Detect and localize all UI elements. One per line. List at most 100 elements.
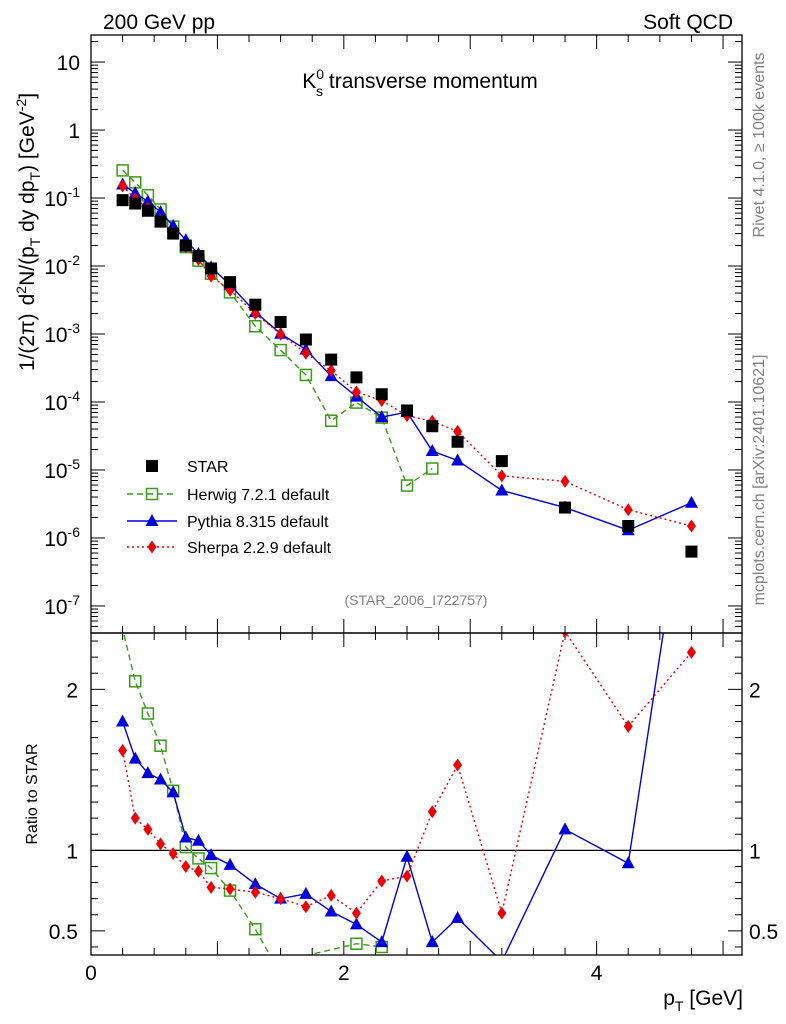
data-point bbox=[453, 758, 463, 772]
data-point bbox=[276, 327, 286, 341]
data-point bbox=[497, 469, 507, 483]
data-point bbox=[146, 460, 158, 472]
data-point bbox=[621, 856, 635, 869]
data-point bbox=[425, 444, 439, 457]
data-point bbox=[118, 744, 128, 758]
data-point bbox=[686, 519, 696, 533]
ratio-y-tick-label: 1 bbox=[66, 840, 78, 863]
data-point bbox=[375, 410, 389, 423]
data-point bbox=[451, 435, 464, 448]
ratio-y-tick-label-right: 1 bbox=[749, 840, 761, 863]
data-point bbox=[497, 906, 507, 920]
data-point bbox=[118, 179, 128, 193]
data-point bbox=[501, 954, 503, 955]
data-point bbox=[141, 194, 155, 207]
y-tick-label: 10-1 bbox=[44, 184, 80, 211]
data-point bbox=[223, 857, 237, 870]
data-point bbox=[181, 859, 191, 873]
ratio-y-axis-title: Ratio to STAR bbox=[24, 743, 41, 844]
data-point bbox=[325, 353, 338, 366]
data-point bbox=[400, 479, 414, 492]
chart-title: K0 s transverse momentum bbox=[302, 66, 538, 99]
data-point bbox=[129, 197, 142, 210]
data-point bbox=[426, 420, 439, 433]
ratio-line bbox=[122, 633, 382, 955]
data-point bbox=[495, 455, 508, 468]
data-point bbox=[375, 935, 389, 948]
data-point bbox=[377, 874, 387, 888]
data-point bbox=[128, 186, 142, 199]
x-tick-label: 4 bbox=[591, 962, 603, 985]
x-tick-label: 2 bbox=[338, 962, 350, 985]
y-tick-label: 10-5 bbox=[44, 456, 80, 483]
main-plot-area bbox=[116, 164, 698, 558]
data-point bbox=[128, 751, 142, 764]
data-point bbox=[495, 483, 509, 496]
data-point bbox=[192, 852, 205, 865]
data-point bbox=[249, 320, 262, 333]
data-point bbox=[324, 904, 338, 917]
data-point bbox=[154, 739, 167, 752]
data-point bbox=[299, 333, 312, 346]
ratio-line bbox=[121, 633, 692, 916]
data-point bbox=[299, 886, 313, 899]
legend-label: Sherpa 2.2.9 default bbox=[187, 540, 332, 557]
data-point bbox=[453, 424, 463, 438]
legend-label: Herwig 7.2.1 default bbox=[187, 487, 330, 504]
y-tick-label: 10-6 bbox=[44, 524, 80, 551]
data-point bbox=[166, 785, 180, 798]
ratio-y-tick-label-right: 0.5 bbox=[749, 921, 778, 944]
data-point bbox=[560, 474, 570, 488]
data-point bbox=[147, 540, 157, 554]
data-point bbox=[622, 519, 635, 532]
legend-label: Pythia 8.315 default bbox=[187, 514, 329, 531]
series-line bbox=[122, 183, 692, 531]
ratio-plot-frame bbox=[90, 632, 743, 956]
axis-tick-labels: 0 2 4 10 1 10-1 10-2 10-3 10-4 10-5 10-6 10-7 0.5 0.5… bbox=[44, 52, 778, 985]
ratio-plot-area bbox=[91, 441, 742, 955]
data-point bbox=[451, 453, 465, 466]
y-tick-label: 10 bbox=[57, 52, 80, 75]
data-point bbox=[167, 227, 180, 240]
data-point bbox=[375, 388, 388, 401]
data-point bbox=[326, 364, 336, 378]
data-point bbox=[249, 922, 262, 936]
legend-label: STAR bbox=[187, 459, 228, 476]
rivet-version-label: Rivet 4.1.0, ≥ 100k events bbox=[751, 53, 768, 238]
data-point bbox=[684, 495, 698, 508]
data-point bbox=[154, 205, 168, 218]
data-point bbox=[191, 833, 205, 846]
data-point bbox=[145, 487, 159, 501]
data-point bbox=[143, 822, 153, 836]
data-point bbox=[425, 935, 439, 948]
legend: STAR Herwig 7.2.1 default Pythia 8.315 def… bbox=[127, 459, 332, 557]
x-tick-label: 0 bbox=[85, 962, 97, 985]
data-point bbox=[116, 164, 129, 177]
data-point bbox=[204, 861, 218, 875]
data-point bbox=[154, 215, 167, 228]
data-point bbox=[299, 368, 313, 382]
data-point bbox=[204, 848, 218, 861]
data-point bbox=[179, 239, 192, 252]
data-point bbox=[205, 262, 218, 275]
data-point bbox=[350, 937, 363, 950]
data-point bbox=[623, 503, 633, 517]
x-axis-title: pT [GeV] bbox=[663, 987, 743, 1014]
data-point bbox=[685, 441, 698, 453]
data-point bbox=[351, 385, 361, 399]
series-line bbox=[122, 185, 692, 527]
data-point bbox=[179, 830, 193, 843]
data-point bbox=[427, 805, 437, 819]
data-point bbox=[400, 849, 414, 862]
data-point bbox=[350, 371, 363, 384]
data-point bbox=[349, 917, 363, 930]
y-tick-label: 10-7 bbox=[44, 592, 80, 619]
analysis-id-label: (STAR_2006_I722757) bbox=[345, 592, 488, 608]
data-point bbox=[274, 316, 287, 329]
data-point bbox=[561, 633, 569, 638]
data-point bbox=[154, 772, 168, 785]
data-point bbox=[141, 766, 155, 779]
data-point bbox=[116, 194, 129, 207]
data-point bbox=[168, 847, 178, 861]
